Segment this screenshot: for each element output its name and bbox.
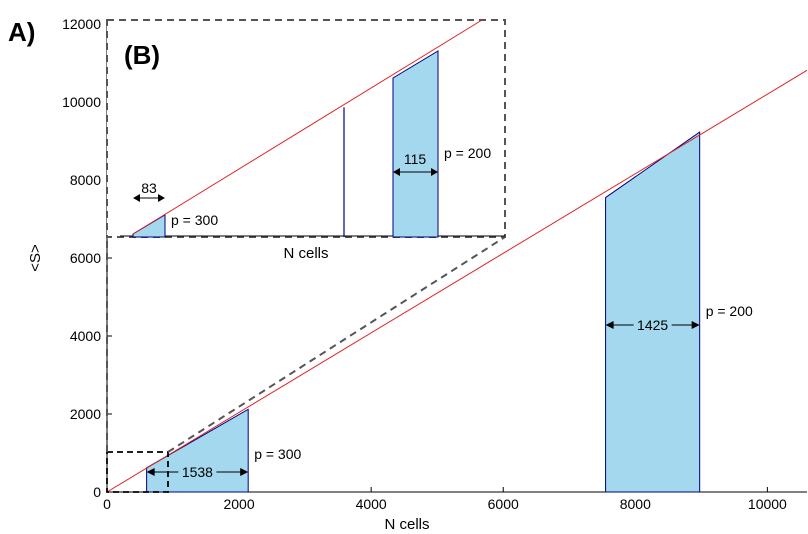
labels: N cells <S> A) (B): [8, 17, 430, 533]
filled-region-1: [146, 408, 249, 493]
width-arrow-head-right-2: [691, 321, 700, 329]
inset-width-label-1: 83: [141, 180, 157, 196]
y-tick-label: 6000: [70, 250, 101, 266]
inset-plot: 83 p = 300 115 p = 200 N cells: [106, 19, 506, 262]
width-label-bg-2: [633, 315, 672, 335]
inset-reference-line: [132, 19, 483, 235]
x-axis-label: N cells: [384, 516, 429, 533]
inset-p-label-1: p = 300: [171, 212, 218, 228]
inset-width-label-2: 115: [404, 151, 427, 167]
x-tick-label: 8000: [620, 496, 651, 512]
y-tick-label: 4000: [70, 328, 101, 344]
x-tick-label: 4000: [356, 496, 387, 512]
reference-line: [106, 69, 808, 493]
inset-arrow-head-left-1: [133, 194, 140, 202]
width-arrow-head-right-1: [240, 468, 249, 476]
inset-arrow-head-left-2: [393, 168, 400, 176]
y-tick-label: 2000: [70, 406, 101, 422]
x-tick-label: 10000: [748, 496, 787, 512]
x-tick-label: 6000: [488, 496, 519, 512]
panel-label-inset: (B): [124, 40, 160, 70]
inset-x-axis-label: N cells: [283, 245, 328, 262]
x-tick-label: 2000: [223, 496, 254, 512]
y-tick-label: 0: [93, 484, 101, 500]
inset-region-2: [392, 50, 439, 238]
y-tick-label: 8000: [70, 172, 101, 188]
inset-p-label-2: p = 200: [444, 145, 491, 161]
width-arrow-head-left-1: [146, 468, 155, 476]
p-label-1: p = 300: [254, 446, 301, 462]
width-label-bg-1: [178, 462, 217, 482]
y-axis-label: <S>: [27, 244, 44, 272]
zoom-box: [106, 451, 169, 493]
panel-label-main: A): [8, 17, 35, 47]
inset-arrow-head-right-1: [158, 194, 165, 202]
y-tick-label: 10000: [62, 94, 101, 110]
y-tick-label: 12000: [62, 16, 101, 32]
width-label-1: 1538: [182, 464, 213, 480]
zoom-connector-right: [167, 236, 506, 453]
filled-region-2: [605, 131, 701, 493]
main-plot: 0 2000 4000 6000 8000 10000 12000 0 2000 4000 6000…: [62, 16, 808, 512]
p-label-2: p = 200: [706, 303, 753, 319]
width-arrow-head-left-2: [605, 321, 614, 329]
inset-arrow-head-right-2: [431, 168, 438, 176]
width-label-2: 1425: [637, 317, 668, 333]
x-tick-label: 0: [103, 496, 111, 512]
